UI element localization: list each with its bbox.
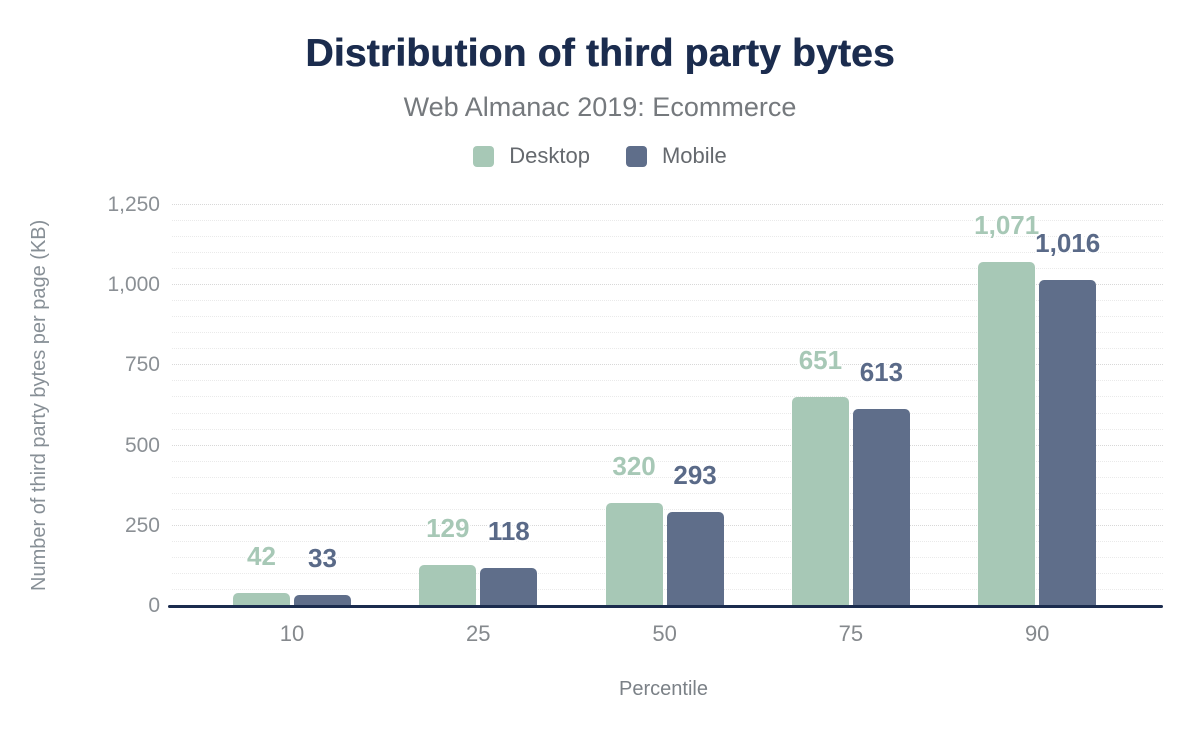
mobile-bar-p75[interactable] — [852, 409, 910, 606]
desktop-legend-swatch-icon — [473, 145, 495, 167]
minor-gridline — [172, 508, 1163, 510]
minor-gridline — [172, 252, 1163, 254]
desktop-value-label-p50: 320 — [612, 451, 656, 482]
desktop-value-label-p25: 129 — [426, 512, 470, 543]
y-tick-label: 0 — [148, 594, 160, 617]
minor-gridline — [172, 236, 1163, 238]
x-tick-label: 75 — [838, 621, 864, 646]
mobile-value-label-p50: 293 — [673, 460, 717, 491]
major-gridline — [172, 444, 1163, 446]
y-tick-label: 500 — [124, 433, 160, 457]
legend: Desktop Mobile — [0, 143, 1200, 169]
x-tick-label: 10 — [279, 621, 305, 646]
minor-gridline — [172, 316, 1163, 318]
minor-gridline — [172, 220, 1163, 222]
plot-area: 42 33 129 118 320 293 651 613 1,071 1,016 — [172, 204, 1163, 606]
x-axis-title: Percentile — [619, 678, 708, 700]
desktop-legend-label: Desktop — [509, 143, 590, 168]
y-tick-label: 1,250 — [107, 193, 160, 216]
minor-gridline — [172, 460, 1163, 462]
major-gridline — [172, 204, 1163, 205]
x-tick-label: 25 — [466, 621, 491, 646]
mobile-value-label-p75: 613 — [859, 357, 904, 388]
mobile-bar-p90[interactable] — [1039, 280, 1097, 606]
minor-gridline — [172, 380, 1163, 382]
desktop-bar-p90[interactable] — [978, 262, 1036, 606]
mobile-value-label-p90: 1,016 — [1035, 228, 1101, 259]
minor-gridline — [172, 396, 1163, 398]
desktop-bar-p25[interactable] — [419, 564, 477, 606]
y-axis-title: Number of third party bytes per page (KB… — [28, 219, 50, 592]
minor-gridline — [172, 300, 1163, 302]
mobile-bar-p50[interactable] — [666, 512, 724, 606]
legend-item-desktop[interactable]: Desktop — [473, 143, 590, 169]
x-axis-baseline — [168, 605, 1163, 608]
mobile-value-label-p25: 118 — [487, 516, 530, 547]
minor-gridline — [172, 412, 1163, 414]
minor-gridline — [172, 476, 1163, 478]
desktop-value-label-p90: 1,071 — [974, 210, 1040, 241]
chart-title: Distribution of third party bytes — [305, 32, 895, 75]
legend-item-mobile[interactable]: Mobile — [625, 143, 727, 169]
x-tick-label: 50 — [652, 621, 677, 646]
mobile-legend-swatch-icon — [625, 145, 647, 167]
mobile-bar-p10[interactable] — [294, 595, 351, 606]
chart-subtitle: Web Almanac 2019: Ecommerce — [403, 92, 797, 122]
desktop-bar-p75[interactable] — [791, 397, 849, 606]
minor-gridline — [172, 268, 1163, 270]
desktop-value-label-p10: 42 — [247, 540, 276, 571]
desktop-bar-p50[interactable] — [605, 503, 663, 606]
desktop-bar-p10[interactable] — [233, 592, 290, 606]
minor-gridline — [172, 492, 1163, 494]
minor-gridline — [172, 428, 1163, 430]
desktop-value-label-p75: 651 — [798, 345, 843, 376]
y-tick-label: 1,000 — [107, 273, 160, 297]
mobile-bar-p25[interactable] — [480, 568, 538, 606]
x-axis-ticks: 10 25 50 75 90 — [172, 621, 1163, 651]
minor-gridline — [172, 332, 1163, 334]
major-gridline — [172, 364, 1163, 366]
mobile-value-label-p10: 33 — [308, 543, 337, 574]
minor-gridline — [172, 348, 1163, 350]
y-tick-label: 750 — [124, 353, 160, 377]
y-tick-label: 250 — [124, 513, 160, 537]
major-gridline — [172, 284, 1163, 286]
x-tick-label: 90 — [1024, 621, 1050, 646]
y-axis-ticks: 0 250 500 750 1,000 1,250 — [58, 193, 160, 617]
mobile-legend-label: Mobile — [661, 143, 727, 168]
